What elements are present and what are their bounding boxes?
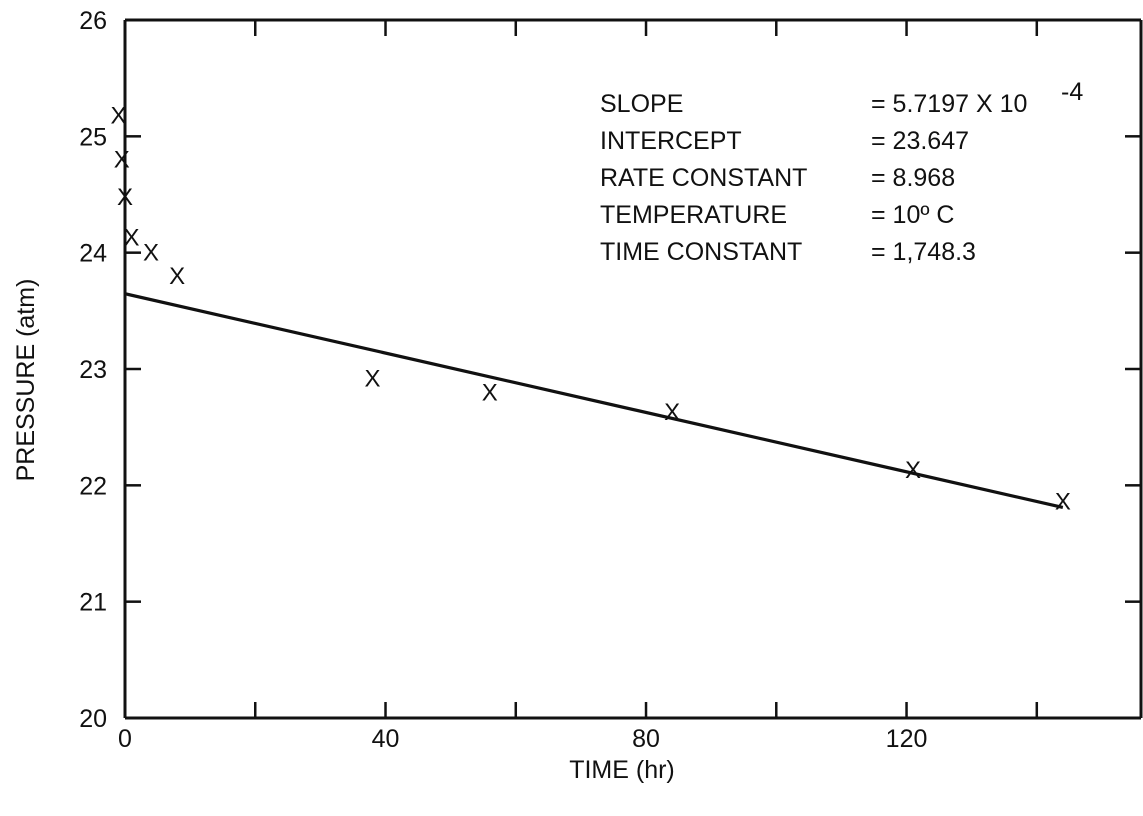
data-point: X bbox=[117, 184, 133, 211]
y-tick-label: 25 bbox=[79, 123, 107, 151]
data-point: X bbox=[169, 263, 185, 290]
data-point: X bbox=[110, 102, 126, 129]
x-tick-label: 120 bbox=[886, 725, 928, 753]
y-tick-label: 26 bbox=[79, 7, 107, 35]
annotation-label: INTERCEPT bbox=[600, 127, 742, 155]
annotation-label: TIME CONSTANT bbox=[600, 238, 802, 266]
data-point: X bbox=[143, 240, 159, 267]
y-tick-label: 22 bbox=[79, 472, 107, 500]
data-point: X bbox=[114, 147, 130, 174]
x-tick-label: 40 bbox=[372, 725, 400, 753]
annotation-value: = 8.968 bbox=[871, 164, 955, 192]
data-point: X bbox=[1055, 489, 1071, 516]
data-point: X bbox=[482, 379, 498, 406]
annotation-value: = 23.647 bbox=[871, 127, 969, 155]
x-tick-label: 0 bbox=[118, 725, 132, 753]
data-point: X bbox=[364, 365, 380, 392]
data-point: X bbox=[664, 399, 680, 426]
data-point: X bbox=[905, 457, 921, 484]
annotation-superscript: -4 bbox=[1061, 78, 1083, 106]
annotation-value: = 5.7197 X 10 bbox=[871, 90, 1027, 118]
fit-parameters: SLOPE = 5.7197 X 10 -4 INTERCEPT = 23.647 RAT… bbox=[600, 78, 1083, 266]
y-tick-label: 21 bbox=[79, 589, 107, 617]
y-tick-label: 23 bbox=[79, 356, 107, 384]
annotation-label: SLOPE bbox=[600, 90, 683, 118]
y-axis-label: PRESSURE (atm) bbox=[12, 279, 40, 482]
y-tick-label: 24 bbox=[79, 240, 107, 268]
annotation-label: TEMPERATURE bbox=[600, 201, 787, 229]
x-axis-label: TIME (hr) bbox=[569, 756, 675, 784]
annotation-label: RATE CONSTANT bbox=[600, 164, 807, 192]
annotation-value: = 10º C bbox=[871, 201, 954, 229]
annotation-value: = 1,748.3 bbox=[871, 238, 976, 266]
x-tick-label: 80 bbox=[632, 725, 660, 753]
y-tick-label: 20 bbox=[79, 705, 107, 733]
data-point: X bbox=[124, 225, 140, 252]
fit-line bbox=[124, 292, 1064, 509]
